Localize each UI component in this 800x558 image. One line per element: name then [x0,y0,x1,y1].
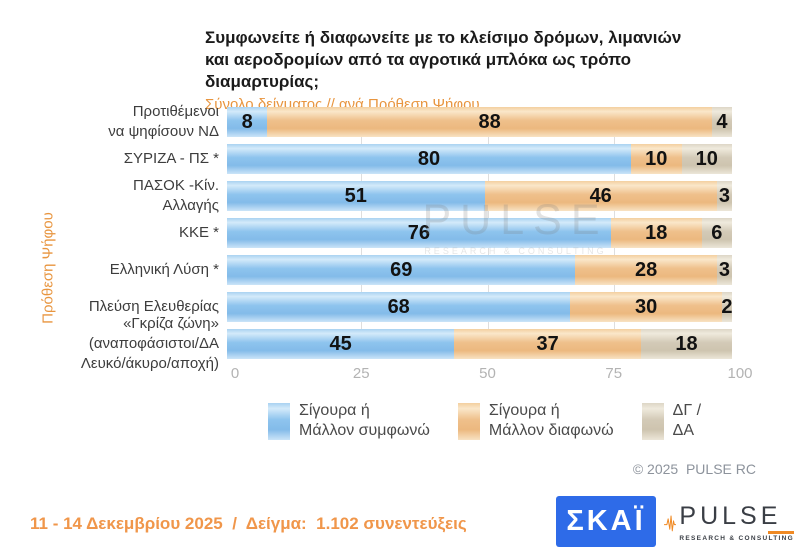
bar-rows: Προτιθέμενοι να ψηφίσουν ΝΔ 8 88 4 ΣΥΡΙΖΑ - … [30,102,742,373]
stacked-bar: 8 88 4 [227,107,732,137]
pulse-logo-wordmark: PULSE [679,501,782,530]
skai-logo: ΣΚΑΪ [556,496,656,547]
x-tick-label: 75 [605,365,623,382]
legend-swatch [457,402,480,440]
legend-item: Σίγουρα ή Μάλλον συμφωνώ [267,401,430,441]
fieldwork-note: 11 - 14 Δεκεμβρίου 2025 / Δείγμα: 1.102 … [30,514,467,533]
bar-segment-disagree: 18 [610,218,702,248]
category-label: Προτιθέμενοι να ψηφίσουν ΝΔ [108,102,219,140]
value-label: 80 [417,147,441,170]
value-label: 76 [407,221,431,244]
bar-segment-disagree: 37 [454,329,642,359]
value-label: 2 [721,295,733,318]
value-label: 37 [536,332,559,355]
value-label: 18 [675,332,698,355]
category-label: Πλεύση Ελευθερίας [88,297,219,315]
x-axis: 0 25 50 75 100 [231,365,753,387]
chart-title: Συμφωνείτε ή διαφωνείτε με το κλείσιμο δ… [205,28,682,92]
stacked-bar: 51 46 3 [227,181,732,211]
x-tick-label: 100 [727,365,753,382]
bar-segment-agree: 51 [227,181,485,211]
legend: Σίγουρα ή Μάλλον συμφωνώ Σίγουρα ή Μάλλον… [232,401,737,441]
value-label: 3 [718,184,730,207]
pulse-logo-orange-mark [768,530,794,534]
x-tick-label: 0 [230,365,240,382]
value-label: 18 [645,221,668,244]
value-label: 4 [716,110,728,133]
bar-segment-agree: 45 [227,329,455,359]
legend-label: Σίγουρα ή Μάλλον συμφωνώ [298,402,430,439]
x-tick-label: 25 [352,365,370,382]
legend-swatch [267,402,290,440]
value-label: 3 [718,258,730,281]
bar-segment-disagree: 46 [484,181,717,211]
value-label: 30 [635,295,658,318]
stacked-bar: 80 10 10 [227,144,732,174]
value-label: 10 [645,147,668,170]
stacked-bar-chart: Προτιθέμενοι να ψηφίσουν ΝΔ 8 88 4 ΣΥΡΙΖΑ - … [30,102,753,382]
title-block: Συμφωνείτε ή διαφωνείτε με το κλείσιμο δ… [205,27,710,113]
value-label: 45 [329,332,352,355]
x-tick-label: 50 [479,365,496,382]
pulse-logo: PULSE RESEARCH & CONSULTING [664,495,794,550]
copyright-note: © 2025 PULSE RC [632,461,756,477]
bar-segment-agree: 76 [227,218,611,248]
skai-logo-text: ΣΚΑΪ [566,505,646,537]
stacked-bar: 76 18 6 [227,218,732,248]
bar-row: Προτιθέμενοι να ψηφίσουν ΝΔ 8 88 4 [30,102,742,140]
legend-item: ΔΓ / ΔΑ [641,401,702,441]
value-label: 46 [589,184,612,207]
bar-segment-agree: 69 [227,255,576,285]
value-label: 10 [695,147,718,170]
bar-segment-dk-da: 3 [716,181,732,211]
stacked-bar: 45 37 18 [227,329,732,359]
value-label: 68 [387,295,410,318]
value-label: 8 [241,110,253,133]
bar-segment-dk-da: 4 [711,107,732,137]
bar-segment-dk-da: 10 [681,144,732,174]
bar-segment-dk-da: 2 [721,292,733,322]
legend-label: Σίγουρα ή Μάλλον διαφωνώ [488,402,614,439]
bar-segment-disagree: 28 [575,255,717,285]
legend-item: Σίγουρα ή Μάλλον διαφωνώ [457,401,614,441]
bar-row: Πλεύση Ελευθερίας 68 30 2 [30,292,742,322]
bar-row: ΚΚΕ * 76 18 6 [30,218,742,248]
pulse-logo-tagline: RESEARCH & CONSULTING [679,534,794,542]
category-label: «Γκρίζα ζώνη» (αναποφάσιστοι/ΔΑ Λευκό/άκ… [80,314,219,373]
pulse-waveform-icon [664,514,677,531]
value-label: 69 [390,258,413,281]
category-label: ΣΥΡΙΖΑ - ΠΣ * [123,149,219,167]
bar-segment-dk-da: 18 [641,329,732,359]
category-label: ΠΑΣΟΚ -Κίν. Αλλαγής [133,176,219,214]
category-label: Ελληνική Λύση * [109,260,219,278]
legend-label: ΔΓ / ΔΑ [672,402,702,439]
value-label: 6 [711,221,723,244]
bar-segment-dk-da: 6 [701,218,732,248]
bar-segment-disagree: 88 [267,107,712,137]
bar-row: ΠΑΣΟΚ -Κίν. Αλλαγής 51 46 3 [30,176,742,214]
stacked-bar: 68 30 2 [227,292,733,322]
value-label: 28 [635,258,658,281]
legend-swatch [641,402,664,440]
bar-segment-dk-da: 3 [716,255,732,285]
bar-segment-disagree: 30 [570,292,722,322]
bar-row: «Γκρίζα ζώνη» (αναποφάσιστοι/ΔΑ Λευκό/άκ… [30,314,742,373]
stacked-bar: 69 28 3 [227,255,732,285]
bar-segment-disagree: 10 [631,144,682,174]
bar-row: Ελληνική Λύση * 69 28 3 [30,255,742,285]
bar-row: ΣΥΡΙΖΑ - ΠΣ * 80 10 10 [30,144,742,174]
value-label: 51 [344,184,367,207]
bar-segment-agree: 8 [227,107,268,137]
bar-segment-agree: 68 [227,292,571,322]
bar-segment-agree: 80 [227,144,631,174]
category-label: ΚΚΕ * [178,223,219,241]
value-label: 88 [478,110,501,133]
